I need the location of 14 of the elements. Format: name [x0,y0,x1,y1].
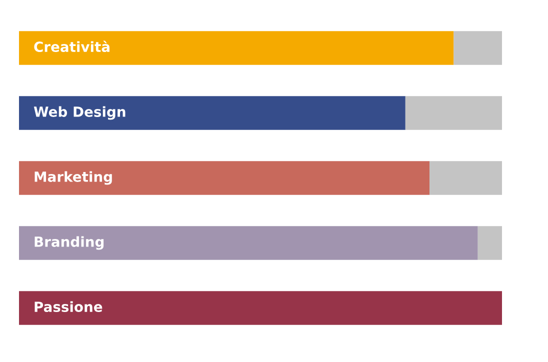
y-tick-label: Creatività [34,40,110,52]
bar [19,291,502,325]
y-tick-label: Passione [34,301,102,312]
bar [430,161,502,195]
bar [19,226,478,260]
bar [478,226,502,260]
bar [405,96,502,130]
bar [19,161,430,195]
bar [19,96,406,130]
bar [19,31,454,65]
y-tick-label: Branding [34,236,104,250]
y-tick-label: Web Design [34,106,126,120]
bar [454,31,502,65]
y-tick-label: Marketing [34,171,112,185]
